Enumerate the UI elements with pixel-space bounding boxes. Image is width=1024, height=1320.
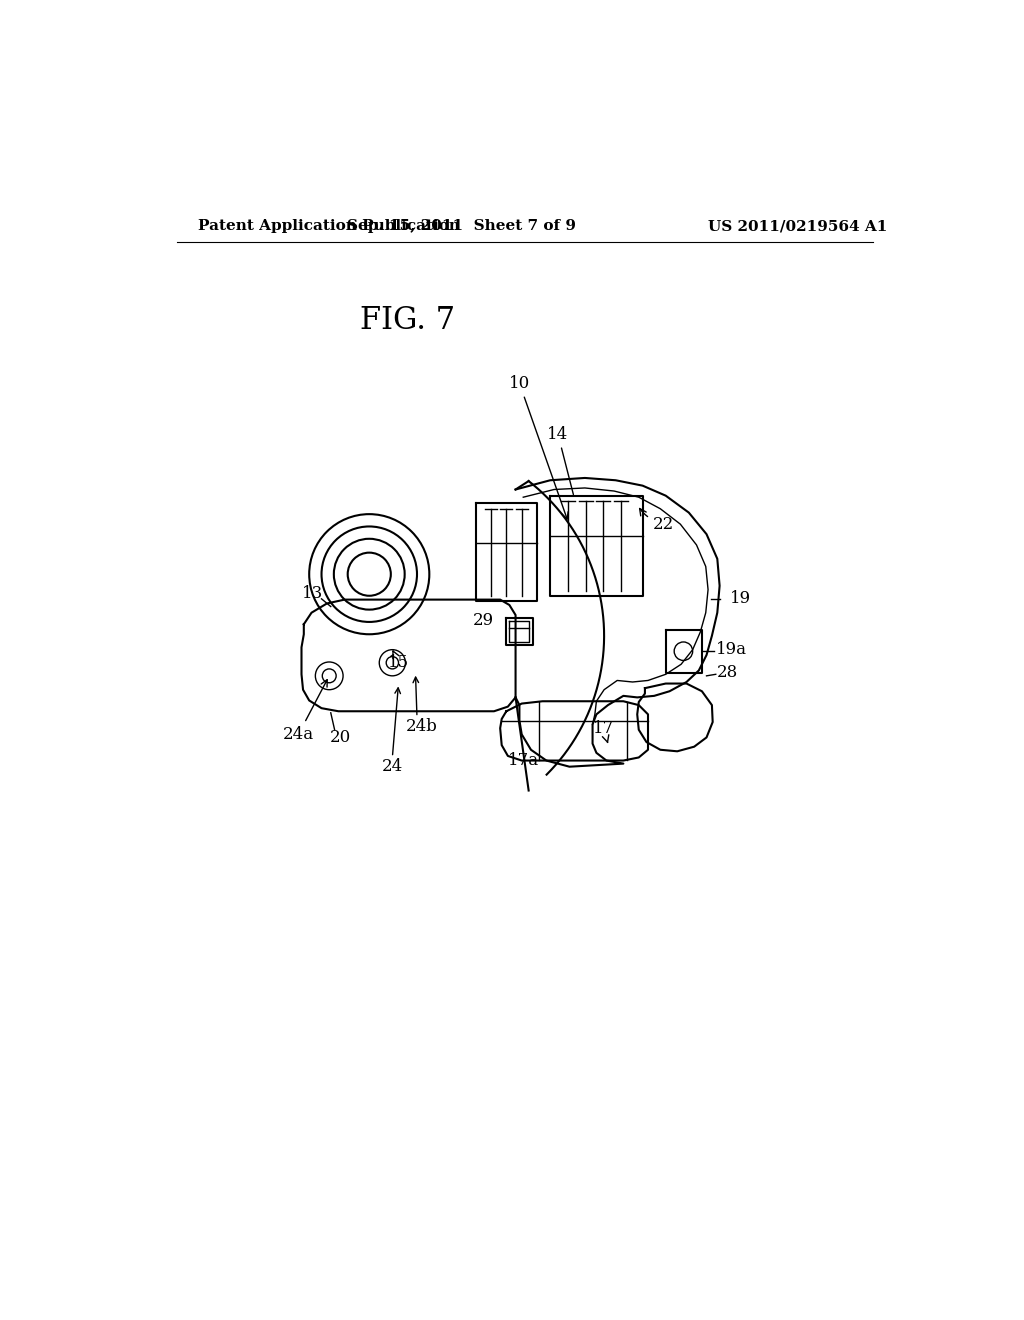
Text: 13: 13 [302, 585, 324, 602]
Text: 28: 28 [717, 664, 738, 681]
Text: 24b: 24b [406, 718, 437, 735]
Text: 17: 17 [593, 719, 614, 742]
Text: Sep. 15, 2011  Sheet 7 of 9: Sep. 15, 2011 Sheet 7 of 9 [347, 219, 577, 234]
Text: 24a: 24a [283, 680, 328, 743]
Text: 29: 29 [473, 612, 494, 628]
Text: Patent Application Publication: Patent Application Publication [198, 219, 460, 234]
Text: 10: 10 [509, 375, 568, 519]
Text: 19: 19 [730, 590, 751, 607]
Text: 20: 20 [330, 729, 350, 746]
Text: 15: 15 [388, 651, 409, 672]
Text: 14: 14 [547, 425, 573, 495]
Text: FIG. 7: FIG. 7 [360, 305, 456, 335]
Text: 24: 24 [382, 758, 403, 775]
Text: 19a: 19a [716, 642, 746, 659]
Text: 17a: 17a [508, 752, 539, 770]
Text: US 2011/0219564 A1: US 2011/0219564 A1 [708, 219, 888, 234]
Text: 22: 22 [640, 508, 674, 533]
